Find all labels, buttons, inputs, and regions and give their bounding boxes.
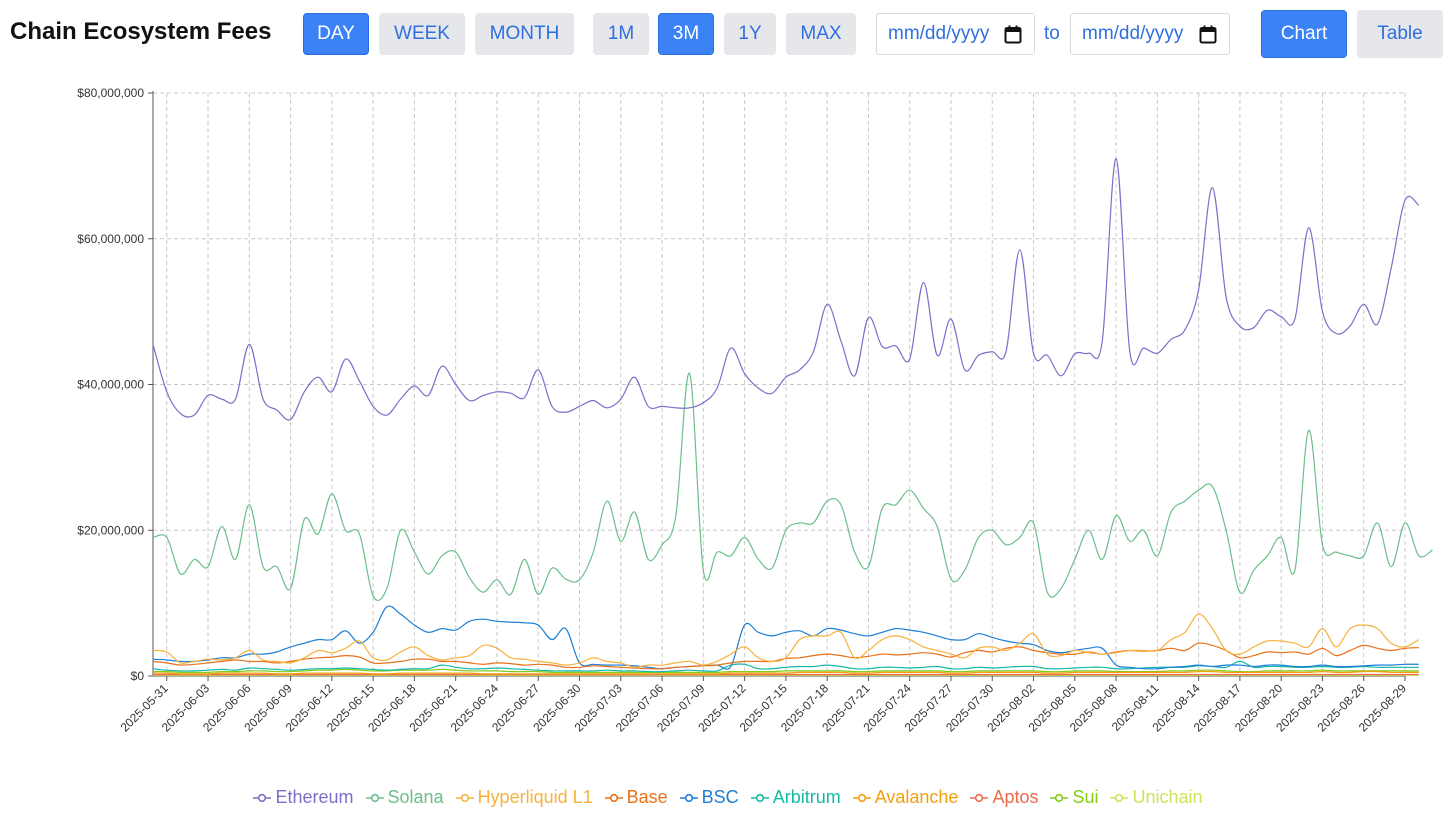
legend-marker-icon: [970, 793, 989, 802]
legend-marker-icon: [679, 793, 698, 802]
granularity-week-button[interactable]: WEEK: [379, 13, 465, 55]
legend-marker-icon: [365, 793, 384, 802]
y-tick-label: $20,000,000: [77, 523, 144, 537]
y-tick-label: $0: [131, 669, 145, 683]
legend-marker-icon: [253, 793, 272, 802]
series-line-solana: [152, 372, 1433, 601]
date-range-to-label: to: [1044, 23, 1060, 44]
series-line-hyperliquid-l1: [152, 613, 1420, 668]
date-to-input[interactable]: mm/dd/yyyy: [1070, 13, 1230, 55]
legend-marker-icon: [1110, 793, 1129, 802]
legend-label: Avalanche: [874, 787, 959, 807]
legend-marker-icon: [852, 793, 871, 802]
legend-marker-icon: [604, 793, 623, 802]
legend-label: Aptos: [992, 787, 1039, 807]
date-from-input[interactable]: mm/dd/yyyy: [876, 13, 1035, 55]
toolbar: Chain Ecosystem Fees DAY WEEK MONTH 1M 3…: [0, 0, 1456, 70]
legend-label: Base: [626, 787, 668, 807]
chart-view-button[interactable]: Chart: [1261, 10, 1347, 58]
legend-marker-icon: [455, 793, 474, 802]
legend-label: Arbitrum: [772, 787, 841, 807]
chart-legend: Ethereum Solana Hyperliquid L1 Base BSC …: [0, 787, 1456, 808]
series-line-avalanche: [152, 670, 1419, 675]
legend-item-base[interactable]: Base: [604, 787, 668, 808]
legend-label: Hyperliquid L1: [477, 787, 593, 807]
calendar-icon[interactable]: [1004, 25, 1022, 44]
granularity-month-button[interactable]: MONTH: [475, 13, 574, 55]
range-max-button[interactable]: MAX: [786, 13, 856, 55]
date-from-placeholder: mm/dd/yyyy: [888, 23, 990, 44]
legend-item-solana[interactable]: Solana: [365, 787, 444, 808]
page-title: Chain Ecosystem Fees: [10, 18, 272, 45]
date-to-placeholder: mm/dd/yyyy: [1082, 23, 1184, 44]
legend-item-arbitrum[interactable]: Arbitrum: [750, 787, 841, 808]
series-line-ethereum: [152, 157, 1420, 421]
table-view-button[interactable]: Table: [1357, 10, 1443, 58]
range-3m-button[interactable]: 3M: [658, 13, 714, 55]
legend-label: Sui: [1072, 787, 1099, 807]
calendar-icon[interactable]: [1199, 25, 1217, 44]
series-line-bsc: [152, 605, 1419, 670]
legend-item-unichain[interactable]: Unichain: [1110, 787, 1203, 808]
legend-label: Solana: [387, 787, 444, 807]
legend-item-avalanche[interactable]: Avalanche: [852, 787, 959, 808]
legend-item-ethereum[interactable]: Ethereum: [253, 787, 354, 808]
y-tick-label: $80,000,000: [77, 86, 144, 100]
legend-item-bsc[interactable]: BSC: [679, 787, 739, 808]
range-1y-button[interactable]: 1Y: [724, 13, 776, 55]
fees-line-chart: $0 $20,000,000 $40,000,000 $60,000,000 $80,0…: [77, 86, 1433, 735]
range-1m-button[interactable]: 1M: [593, 13, 649, 55]
legend-label: BSC: [701, 787, 739, 807]
y-tick-label: $40,000,000: [77, 378, 144, 392]
legend-marker-icon: [1050, 793, 1069, 802]
y-tick-label: $60,000,000: [77, 232, 144, 246]
legend-item-aptos[interactable]: Aptos: [970, 787, 1038, 808]
legend-marker-icon: [750, 793, 769, 802]
granularity-day-button[interactable]: DAY: [303, 13, 369, 55]
legend-label: Unichain: [1132, 787, 1203, 807]
series-line-sui: [152, 668, 1419, 674]
legend-item-sui[interactable]: Sui: [1050, 787, 1098, 808]
legend-item-hyperliquid-l1[interactable]: Hyperliquid L1: [455, 787, 593, 808]
legend-label: Ethereum: [275, 787, 354, 807]
